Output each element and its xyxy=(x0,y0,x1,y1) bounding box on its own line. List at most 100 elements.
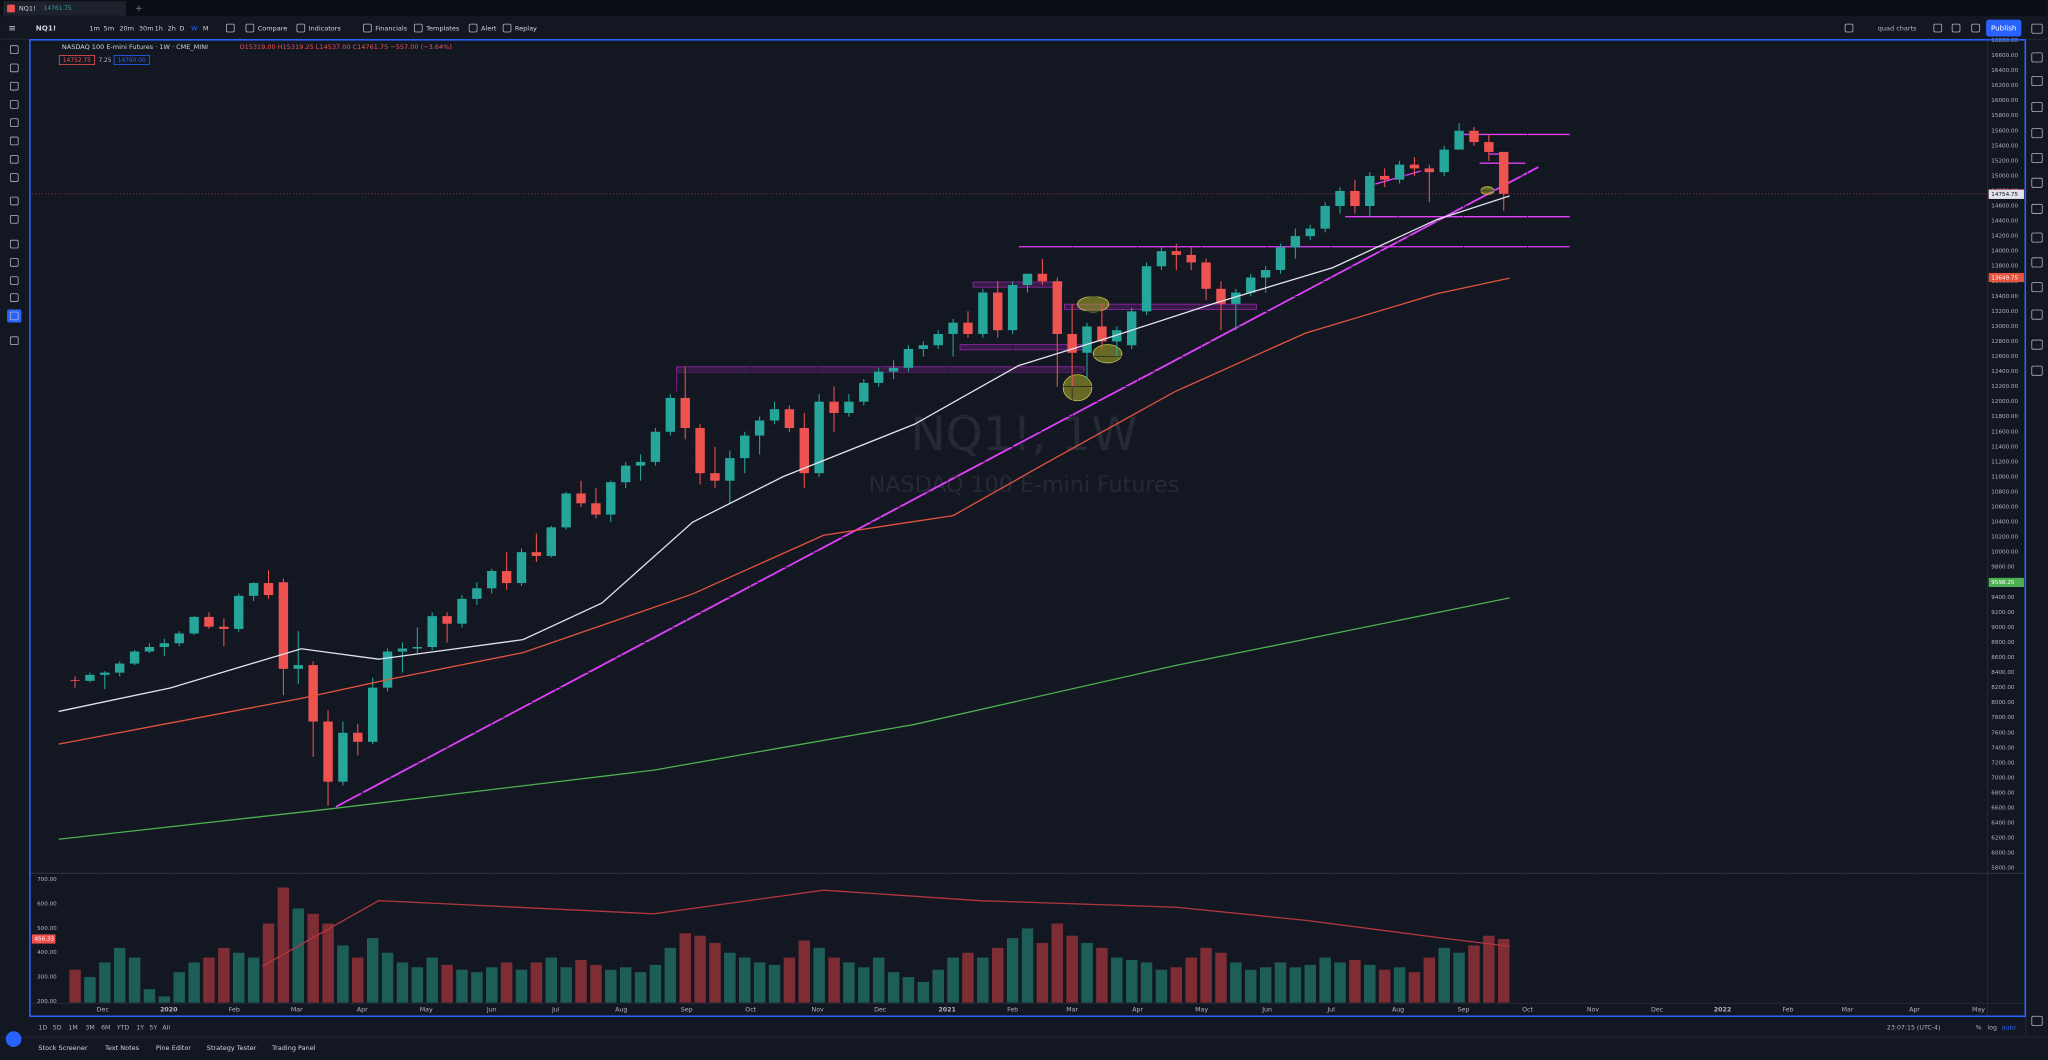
range-button[interactable]: 1M xyxy=(68,1024,77,1031)
interval-button[interactable]: 1h xyxy=(155,25,163,33)
range-button[interactable]: 5D xyxy=(53,1024,62,1031)
volume-bar xyxy=(1125,959,1138,1003)
tool-icon[interactable] xyxy=(9,196,19,206)
highlight-ellipse[interactable] xyxy=(1480,186,1495,195)
tool-icon[interactable] xyxy=(9,239,19,249)
tool-icon[interactable] xyxy=(9,45,19,54)
zone-box[interactable] xyxy=(959,344,1085,351)
tool-icon[interactable] xyxy=(9,215,19,224)
toolbar-button[interactable]: Compare xyxy=(258,25,288,33)
sidebar-icon[interactable] xyxy=(2031,152,2043,163)
trend-line[interactable] xyxy=(335,166,1539,808)
menu[interactable]: ≡ xyxy=(8,24,16,34)
volume-bar xyxy=(977,957,989,1003)
browser-tab[interactable] xyxy=(3,1,126,16)
ask-box[interactable] xyxy=(113,55,150,66)
range-button[interactable]: 6M xyxy=(101,1024,110,1031)
toolbar-icon[interactable] xyxy=(1971,23,1980,33)
volume-bar xyxy=(1244,969,1257,1003)
sidebar-icon[interactable] xyxy=(2031,309,2043,320)
layout-name[interactable]: quad charts xyxy=(1878,25,1917,33)
scale-option[interactable]: % xyxy=(1976,1024,1982,1031)
toolbar-icon[interactable] xyxy=(1844,23,1854,33)
tool-icon[interactable] xyxy=(9,276,19,285)
bottom-tab[interactable]: Text Notes xyxy=(104,1044,140,1052)
y-tick-label: 9200.00 xyxy=(1991,610,2015,616)
zone-box[interactable] xyxy=(972,281,1063,288)
zone-box[interactable] xyxy=(1064,303,1257,310)
scale-option[interactable]: auto xyxy=(2002,1024,2016,1031)
interval-button[interactable]: D xyxy=(179,25,184,33)
interval-button[interactable]: W xyxy=(191,25,198,33)
toolbar-button[interactable]: Indicators xyxy=(309,25,342,33)
interval-button[interactable]: 30m xyxy=(139,25,154,33)
toolbar-button[interactable]: Financials xyxy=(375,25,408,33)
range-button[interactable]: All xyxy=(162,1024,170,1031)
interval-button[interactable]: 2h xyxy=(168,25,176,33)
range-button[interactable]: 5Y xyxy=(149,1024,157,1031)
toolbar-button[interactable]: Replay xyxy=(515,25,537,33)
volume-tick-label: 400.00 xyxy=(37,950,57,956)
interval-button[interactable]: M xyxy=(203,25,209,33)
bottom-tab[interactable]: Strategy Tester xyxy=(207,1044,257,1052)
bottom-tab[interactable]: Stock Screener xyxy=(38,1044,88,1052)
tool-icon[interactable] xyxy=(9,154,19,164)
tool-icon[interactable] xyxy=(9,118,19,128)
tool-icon[interactable] xyxy=(9,81,19,91)
toolbar-symbol[interactable]: NQ1! xyxy=(36,24,56,33)
sidebar-icon[interactable] xyxy=(2031,203,2043,214)
tool-icon[interactable] xyxy=(9,311,19,321)
highlight-ellipse[interactable] xyxy=(1062,374,1093,402)
sidebar-icon[interactable] xyxy=(2031,232,2043,243)
sidebar-icon[interactable] xyxy=(2031,257,2043,268)
tool-icon[interactable] xyxy=(9,136,19,146)
range-button[interactable]: 1Y xyxy=(136,1024,144,1031)
account-button[interactable] xyxy=(5,1031,22,1047)
bid-box[interactable] xyxy=(58,55,95,66)
sidebar-icon[interactable] xyxy=(2031,282,2043,293)
interval-button[interactable]: 20m xyxy=(119,25,134,33)
tool-icon[interactable] xyxy=(9,258,19,267)
sidebar-icon[interactable] xyxy=(2031,128,2043,139)
candle-body xyxy=(323,721,333,782)
highlight-ellipse[interactable] xyxy=(1092,344,1123,364)
bottom-tab[interactable]: Trading Panel xyxy=(271,1044,316,1052)
sidebar-icon[interactable] xyxy=(2031,177,2043,188)
tool-icon[interactable] xyxy=(9,100,19,109)
toolbar-icon[interactable] xyxy=(1951,23,1961,33)
interval-button[interactable]: 5m xyxy=(104,25,115,33)
tool-icon[interactable] xyxy=(9,173,19,182)
volume-bar xyxy=(1215,952,1227,1003)
tool-icon[interactable] xyxy=(9,336,19,346)
toolbar-button[interactable]: Alert xyxy=(481,25,497,33)
new-tab[interactable]: + xyxy=(135,4,143,14)
sidebar-icon[interactable] xyxy=(2031,339,2043,350)
range-button[interactable]: 1D xyxy=(38,1024,47,1031)
scale-option[interactable]: log xyxy=(1987,1024,1997,1031)
sidebar-icon[interactable] xyxy=(2031,23,2043,34)
toolbar-button[interactable]: Templates xyxy=(425,25,460,33)
tool-icon[interactable] xyxy=(9,63,19,73)
sidebar-icon[interactable] xyxy=(2031,52,2043,63)
volume-bar xyxy=(441,964,453,1003)
toolbar-icon[interactable] xyxy=(225,23,235,33)
volume-tick-label: 200.00 xyxy=(37,999,57,1005)
toolbar-icon[interactable] xyxy=(1933,23,1943,33)
highlight-ellipse[interactable] xyxy=(1077,295,1110,313)
interval-button[interactable]: 1m xyxy=(89,25,100,33)
volume-bar xyxy=(366,938,379,1003)
sidebar-icon[interactable] xyxy=(2031,75,2043,86)
sidebar-icon[interactable] xyxy=(2031,1015,2043,1026)
volume-bar xyxy=(1111,957,1123,1003)
sidebar-icon[interactable] xyxy=(2031,102,2043,113)
bottom-tab[interactable]: Pine Editor xyxy=(156,1044,191,1052)
y-tick-label: 10000.00 xyxy=(1991,550,2018,556)
candle-body xyxy=(1469,130,1479,143)
range-button[interactable]: YTD xyxy=(116,1024,130,1031)
tool-icon[interactable] xyxy=(9,293,19,302)
x-tick-label: Feb xyxy=(229,1007,240,1014)
range-button[interactable]: 3M xyxy=(85,1024,94,1031)
publish-button[interactable] xyxy=(1986,19,2022,37)
sidebar-icon[interactable] xyxy=(2031,365,2043,376)
candle-body xyxy=(1499,151,1509,194)
